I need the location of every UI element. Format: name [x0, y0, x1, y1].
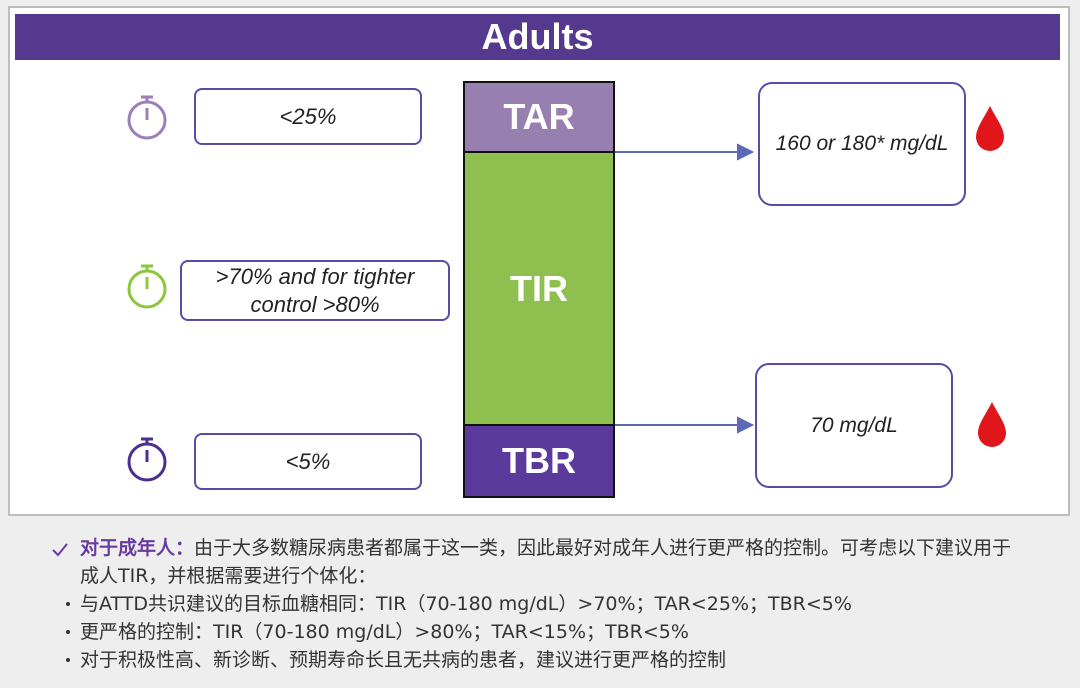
intro: 由于大多数糖尿病患者都属于这一类，因此最好对成年人进行更严格的控制。可考虑以下建…	[80, 537, 1012, 587]
bullet: 与ATTD共识建议的目标血糖相同：TIR（70-180 mg/dL）>70%；T…	[48, 590, 1028, 618]
goal-text: <5%	[285, 448, 331, 474]
threshold-text: 70 mg/dL	[810, 413, 898, 437]
diagram-shapes	[127, 95, 1006, 482]
bullet-text: 对于积极性高、新诊断、预期寿命长且无共病的患者，建议进行更严格的控制	[80, 649, 727, 671]
arrow	[614, 143, 755, 161]
header-title: Adults	[15, 14, 1060, 60]
goal-box: <25%	[194, 88, 422, 145]
goal-box: >70% and for tighter control >80%	[180, 260, 450, 321]
goal-text: control >80%	[250, 291, 380, 317]
segment: TBR	[465, 426, 613, 496]
timer-icon	[127, 437, 167, 482]
intro-paragraph: 对于成年人：由于大多数糖尿病患者都属于这一类，因此最好对成年人进行更严格的控制。…	[48, 534, 1028, 590]
bullet-dot	[66, 630, 70, 634]
threshold-text: 160 or 180* mg/dL	[775, 132, 949, 155]
bullet: 更严格的控制：TIR（70-180 mg/dL）>80%；TAR<15%；TBR…	[48, 618, 1028, 646]
segment: TIR	[465, 153, 613, 426]
goal-text: >70% and for tighter	[215, 263, 415, 289]
goal-text: <25%	[279, 103, 337, 129]
arrow	[614, 416, 755, 434]
bullet-dot	[66, 602, 70, 606]
bullet-text: 更严格的控制：TIR（70-180 mg/dL）>80%；TAR<15%；TBR…	[80, 621, 689, 643]
bullet-dot	[66, 658, 70, 662]
threshold-box: 70 mg/dL	[755, 363, 953, 488]
bullet: 对于积极性高、新诊断、预期寿命长且无共病的患者，建议进行更严格的控制	[48, 646, 1028, 674]
timer-icon	[127, 264, 167, 309]
goal-box: <5%	[194, 433, 422, 490]
range-bar: TAR TIR TBR	[463, 81, 615, 498]
bullet-text: 与ATTD共识建议的目标血糖相同：TIR（70-180 mg/dL）>70%；T…	[80, 593, 852, 615]
timer-icon	[127, 95, 167, 140]
lead: 对于成年人：	[80, 537, 195, 559]
threshold-box: 160 or 180* mg/dL	[758, 82, 966, 206]
blood-drop	[978, 402, 1006, 447]
blood-drop	[976, 106, 1004, 151]
segment: TAR	[465, 83, 613, 153]
check-icon	[52, 543, 68, 557]
notes: 对于成年人：由于大多数糖尿病患者都属于这一类，因此最好对成年人进行更严格的控制。…	[48, 534, 1028, 674]
